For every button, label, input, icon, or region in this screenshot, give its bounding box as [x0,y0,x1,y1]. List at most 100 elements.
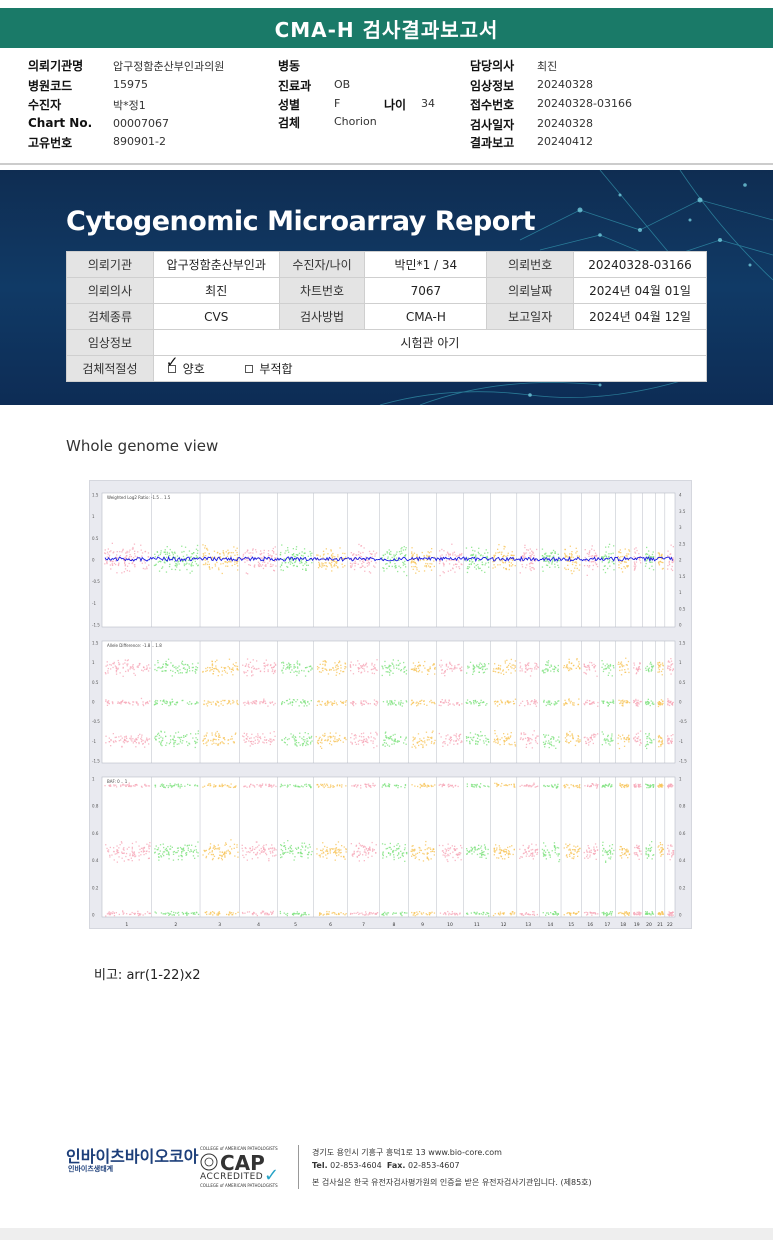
data-point [551,556,554,558]
data-point [403,661,405,664]
data-point [339,661,341,663]
data-point [621,669,623,671]
data-point [293,665,295,668]
data-point [624,561,626,563]
data-point [382,743,384,746]
data-point [390,550,392,553]
specimen-value: Chorion [334,115,377,128]
data-point [275,553,277,555]
data-point [595,555,598,557]
data-point [106,661,108,663]
data-point [263,549,265,552]
data-point [185,735,187,737]
data-point [578,569,580,571]
data-point [558,556,560,558]
data-point [505,671,507,673]
data-point [433,565,435,568]
data-point [330,669,332,671]
data-point [282,672,284,674]
data-point [374,738,376,740]
data-point [523,732,525,734]
data-point [113,784,115,786]
checkbox-good[interactable]: ✓ [166,354,178,373]
data-point [118,856,120,858]
data-point [110,550,112,552]
data-point [445,665,448,667]
data-point [444,699,447,701]
data-point [345,848,347,850]
data-point [263,699,265,702]
data-point [137,704,139,706]
data-point [130,857,132,859]
data-point [173,736,175,738]
data-point [107,670,109,672]
checkbox-inadequate[interactable] [244,364,253,373]
data-point [524,784,526,787]
data-point [634,552,637,554]
data-point [310,700,312,702]
data-point [360,665,362,667]
data-point [595,563,597,566]
data-point [620,702,622,704]
data-point [558,740,561,742]
data-point [202,854,204,856]
data-point [214,846,216,848]
data-point [318,737,320,740]
data-point [185,563,187,565]
y-tick-label: 1 [679,590,682,595]
data-point [331,848,333,850]
data-point [466,567,468,570]
data-point [191,561,193,563]
data-point [321,852,323,855]
data-point [425,565,427,567]
data-point [415,669,417,671]
data-point [304,701,306,704]
data-point [301,702,303,704]
data-point [211,664,214,666]
data-point [364,846,366,848]
data-point [612,701,614,703]
data-point [647,743,649,746]
data-point [304,732,306,734]
data-point [401,852,404,854]
data-point [429,667,431,670]
data-point [588,555,590,557]
data-point [301,853,303,855]
data-point [429,666,431,668]
data-point [193,557,196,559]
data-point [304,563,306,565]
data-point [671,704,674,706]
data-point [309,785,311,787]
data-point [135,783,138,786]
data-point [419,787,421,789]
data-point [290,666,292,668]
data-point [627,559,630,561]
data-point [434,739,436,742]
data-point [635,700,637,702]
data-point [620,552,622,554]
data-point [286,786,288,788]
data-point [265,784,267,786]
data-point [650,785,652,787]
data-point [385,731,387,733]
data-point [226,703,228,705]
data-point [473,784,475,786]
data-point [645,702,647,705]
data-point [374,555,376,557]
data-point [610,740,613,742]
data-point [495,741,497,744]
report-date-label: 결과보고 [470,136,515,150]
data-point [135,855,137,857]
data-point [189,701,191,703]
data-point [296,662,298,664]
data-point [204,850,206,852]
data-point [495,552,497,554]
data-point [363,744,365,746]
data-point [228,699,230,702]
data-point [604,665,606,667]
data-point [321,562,323,564]
data-point [214,667,216,670]
data-point [213,846,215,848]
data-point [671,565,673,568]
data-point [136,666,138,668]
